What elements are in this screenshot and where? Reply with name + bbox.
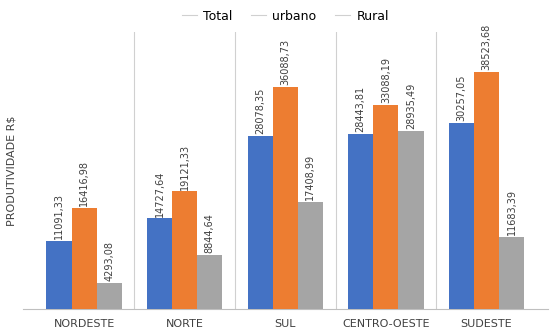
Text: 36088,73: 36088,73 — [280, 39, 290, 85]
Text: 19121,33: 19121,33 — [180, 143, 190, 190]
Bar — [499, 237, 524, 309]
Bar — [248, 136, 273, 309]
Text: 28935,49: 28935,49 — [406, 83, 416, 129]
Text: 28443,81: 28443,81 — [356, 86, 366, 132]
Bar — [197, 255, 223, 309]
Legend: Total, urbano, Rural: Total, urbano, Rural — [176, 5, 394, 28]
Text: 11683,39: 11683,39 — [507, 190, 517, 236]
Bar — [449, 123, 474, 309]
Bar — [47, 241, 72, 309]
Bar — [147, 218, 172, 309]
Text: 30257,05: 30257,05 — [456, 74, 466, 121]
Bar — [474, 72, 499, 309]
Text: 33088,19: 33088,19 — [381, 57, 391, 103]
Bar — [348, 134, 374, 309]
Bar — [172, 192, 197, 309]
Text: 16416,98: 16416,98 — [79, 160, 89, 206]
Text: 28078,35: 28078,35 — [255, 88, 265, 134]
Text: 17408,99: 17408,99 — [305, 154, 315, 200]
Bar — [72, 208, 97, 309]
Text: 14727,64: 14727,64 — [154, 170, 164, 217]
Text: 38523,68: 38523,68 — [481, 24, 491, 70]
Text: 11091,33: 11091,33 — [54, 193, 64, 239]
Bar — [273, 87, 298, 309]
Bar — [298, 202, 323, 309]
Bar — [97, 283, 122, 309]
Bar — [374, 105, 398, 309]
Text: 4293,08: 4293,08 — [104, 241, 114, 281]
Bar — [398, 131, 423, 309]
Text: 8844,64: 8844,64 — [205, 213, 215, 253]
Y-axis label: PRODUTIVIDADE R$: PRODUTIVIDADE R$ — [7, 115, 17, 226]
